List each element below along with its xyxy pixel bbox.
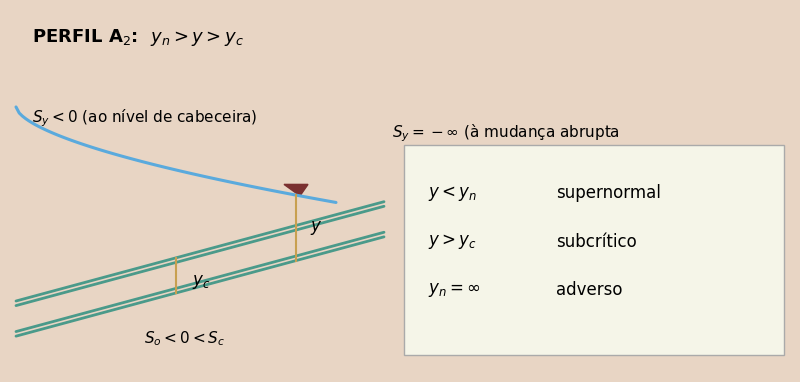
Text: $y_n = \infty$: $y_n = \infty$ <box>428 281 481 299</box>
Text: adverso: adverso <box>556 281 622 299</box>
Text: PERFIL A$_2$:  $y_n > y > y_c$: PERFIL A$_2$: $y_n > y > y_c$ <box>32 27 244 48</box>
Text: $S_y < 0$ (ao nível de cabeceira): $S_y < 0$ (ao nível de cabeceira) <box>32 107 258 129</box>
FancyBboxPatch shape <box>404 145 784 355</box>
Text: $y$: $y$ <box>310 219 323 237</box>
Text: $y < y_n$: $y < y_n$ <box>428 184 477 203</box>
Text: subcrítico: subcrítico <box>556 233 637 251</box>
Text: $y_c$: $y_c$ <box>192 272 210 291</box>
Text: $y > y_c$: $y > y_c$ <box>428 232 477 251</box>
Text: $S_o < 0 < S_c$: $S_o < 0 < S_c$ <box>144 329 225 348</box>
Text: supernormal: supernormal <box>556 185 661 202</box>
Polygon shape <box>284 185 308 196</box>
Text: $S_y = -\infty$ (à mudança abrupta
     de inclinação): $S_y = -\infty$ (à mudança abrupta de in… <box>392 122 620 161</box>
